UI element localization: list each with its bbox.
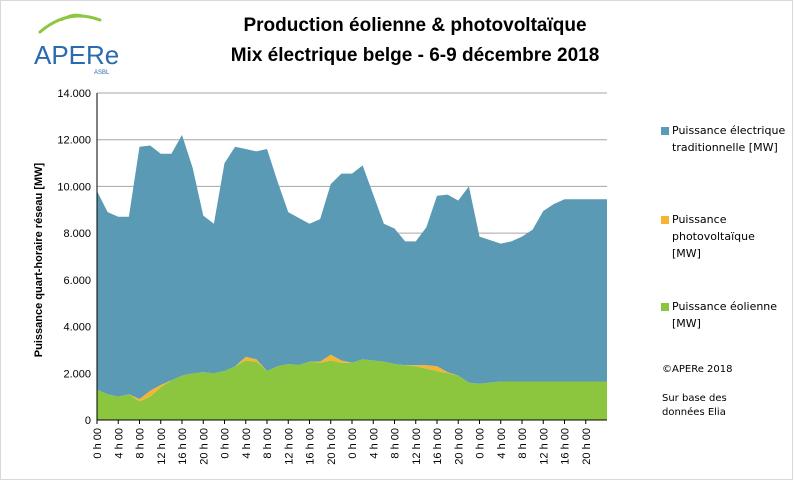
x-tick-label: 12 h 00 <box>538 428 550 465</box>
x-tick-label: 0 h 00 <box>347 428 359 459</box>
series-area-2 <box>97 135 607 399</box>
legend-label-traditional: Puissance électrique traditionnelle [MW] <box>672 124 786 154</box>
legend-label-solar: Puissance photovoltaïque [MW] <box>672 213 755 260</box>
legend-label-wind: Puissance éolienne [MW] <box>672 300 778 330</box>
x-tick-label: 0 h 00 <box>220 428 232 459</box>
series-area-1 <box>97 354 607 402</box>
x-tick-label: 12 h 00 <box>283 428 295 465</box>
legend-swatch-traditional <box>661 127 669 135</box>
copyright-note: ©APERe 2018 <box>662 364 733 375</box>
x-tick-label: 16 h 00 <box>177 428 189 465</box>
y-axis-label: Puissance quart-horaire réseau [MW] <box>33 162 45 357</box>
source-note: Sur base des données Elia <box>662 393 727 418</box>
series-area-0 <box>97 359 607 420</box>
x-tick-label: 8 h 00 <box>262 428 274 459</box>
x-tick-label: 20 h 00 <box>198 428 210 465</box>
y-tick-label: 12.000 <box>57 135 91 147</box>
x-tick-label: 8 h 00 <box>135 428 147 459</box>
apere-logo: APERe ASBL <box>34 13 119 76</box>
x-tick-label: 4 h 00 <box>496 428 508 459</box>
x-tick-label: 4 h 00 <box>113 428 125 459</box>
logo-swoosh <box>38 14 102 34</box>
x-tick-label: 4 h 00 <box>241 428 253 459</box>
logo-text: APERe <box>34 40 119 70</box>
x-tick-label: 16 h 00 <box>305 428 317 465</box>
x-tick-label: 16 h 00 <box>432 428 444 465</box>
logo-swoosh-small <box>61 13 85 21</box>
x-tick-label: 12 h 00 <box>411 428 423 465</box>
x-tick-label: 8 h 00 <box>390 428 402 459</box>
y-tick-label: 14.000 <box>57 88 91 100</box>
chart-series <box>97 135 607 420</box>
x-tick-label: 0 h 00 <box>92 428 104 459</box>
x-tick-label: 20 h 00 <box>453 428 465 465</box>
x-tick-label: 8 h 00 <box>517 428 529 459</box>
y-tick-label: 8.000 <box>63 228 91 240</box>
x-tick-label: 16 h 00 <box>560 428 572 465</box>
legend-swatch-wind <box>661 303 669 311</box>
legend-swatch-solar <box>661 216 669 224</box>
y-tick-label: 10.000 <box>57 181 91 193</box>
chart-title-line1: Production éolienne & photovoltaïque <box>243 15 587 36</box>
y-tick-label: 0 <box>85 415 91 427</box>
x-tick-label: 0 h 00 <box>475 428 487 459</box>
logo-subtext: ASBL <box>94 70 110 76</box>
x-tick-label: 12 h 00 <box>156 428 168 465</box>
y-tick-label: 4.000 <box>63 322 91 334</box>
chart-title-line2: Mix électrique belge - 6-9 décembre 2018 <box>230 45 600 66</box>
x-tick-label: 20 h 00 <box>326 428 338 465</box>
y-tick-label: 2.000 <box>63 368 91 380</box>
y-tick-label: 6.000 <box>63 275 91 287</box>
chart-axes: 0 2.000 4.000 6.000 8.000 10.000 12.000 14.000 0… <box>57 88 607 465</box>
x-tick-label: 4 h 00 <box>368 428 380 459</box>
x-tick-label: 20 h 00 <box>581 428 593 465</box>
